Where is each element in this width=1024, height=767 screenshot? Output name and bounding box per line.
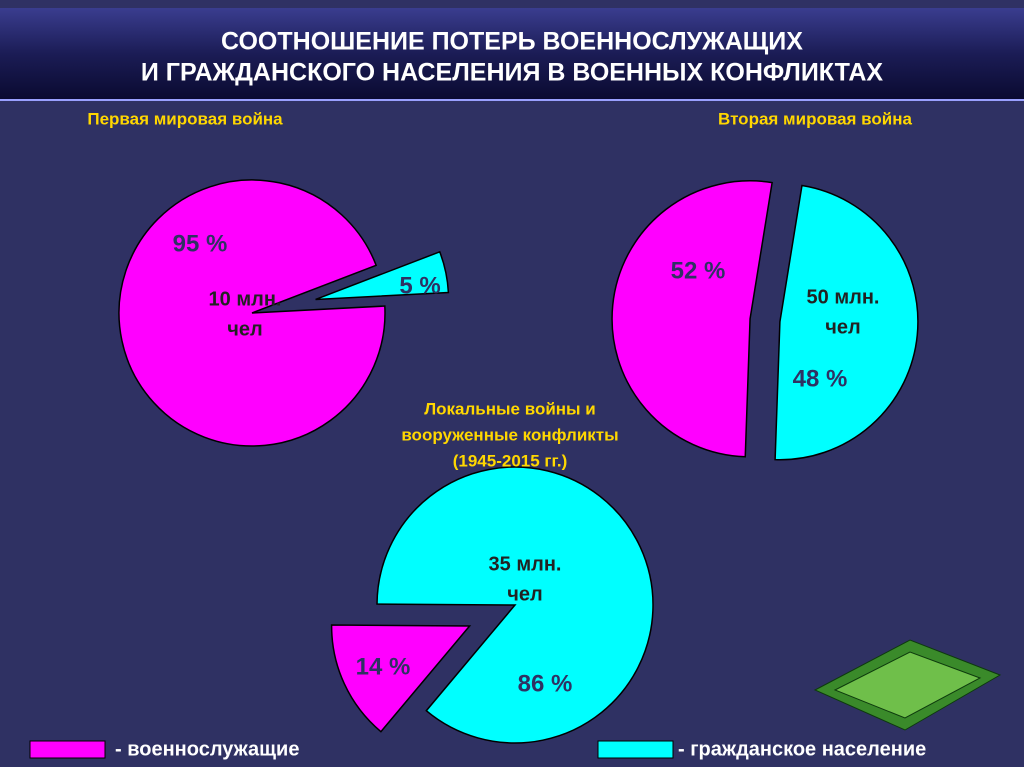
- pie-slice: [118, 179, 386, 447]
- pie-slice: [611, 180, 773, 458]
- value-label: 48 %: [793, 365, 848, 392]
- slide-title: И ГРАЖДАНСКОГО НАСЕЛЕНИЯ В ВОЕННЫХ КОНФЛ…: [141, 59, 884, 87]
- value-label: 5 %: [399, 272, 440, 299]
- chart-title: Вторая мировая война: [718, 109, 912, 128]
- legend-label: - гражданское население: [678, 738, 926, 760]
- header-bar: [0, 8, 1024, 100]
- center-label: чел: [507, 583, 542, 605]
- pie-slice: [774, 184, 919, 461]
- pie-slice: [330, 624, 472, 733]
- value-label: 86 %: [518, 670, 573, 697]
- value-label: 14 %: [356, 653, 411, 680]
- chart-title: Локальные войны и: [424, 399, 596, 418]
- center-label: 35 млн.: [489, 553, 562, 575]
- center-label: чел: [227, 318, 262, 340]
- legend-label: - военнослужащие: [115, 738, 299, 760]
- legend-swatch: [29, 740, 106, 759]
- legend-swatch: [597, 740, 674, 759]
- chart-title: вооруженные конфликты: [401, 425, 618, 444]
- value-label: 95 %: [173, 230, 228, 257]
- slide-title: СООТНОШЕНИЕ ПОТЕРЬ ВОЕННОСЛУЖАЩИХ: [221, 28, 803, 56]
- chart-title: (1945-2015 гг.): [453, 451, 568, 470]
- center-label: 50 млн.: [807, 286, 880, 308]
- maze-icon: [813, 639, 1002, 731]
- center-label: 10 млн.: [209, 288, 282, 310]
- value-label: 52 %: [671, 257, 726, 284]
- pie-slice: [376, 466, 654, 744]
- chart-title: Первая мировая война: [87, 109, 283, 128]
- center-label: чел: [825, 316, 860, 338]
- pie-slice: [315, 250, 450, 301]
